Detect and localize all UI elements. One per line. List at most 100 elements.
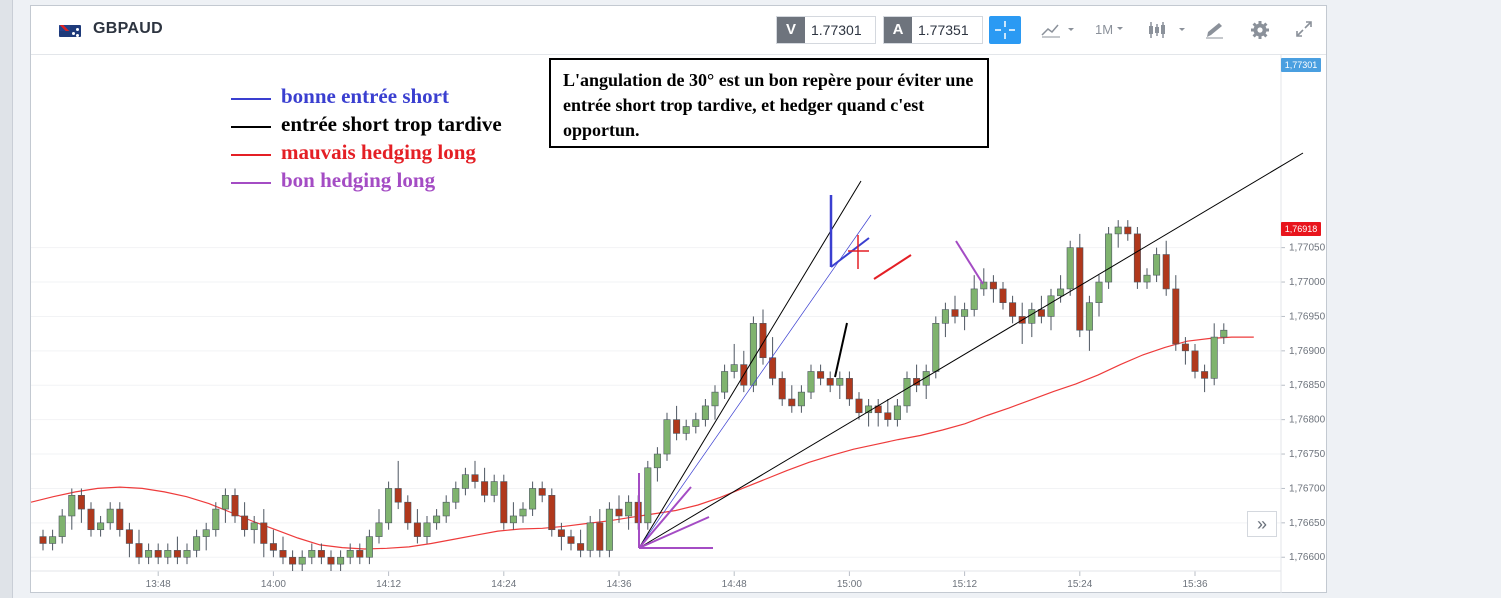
chevron-down-icon <box>1117 27 1123 30</box>
bad-hedge-long-marker <box>873 254 912 280</box>
candle <box>1124 220 1132 241</box>
timeframe-dropdown[interactable]: 1M <box>1091 20 1131 40</box>
late-short-entry-marker <box>834 322 848 378</box>
candle-body-down <box>404 501 412 524</box>
candle <box>759 309 767 365</box>
candle-body-down <box>913 378 921 386</box>
sell-price[interactable]: 1.77301 <box>811 22 862 38</box>
candle-style-button[interactable] <box>1146 20 1190 40</box>
drawn-annotations <box>638 152 1304 549</box>
candle <box>788 385 796 413</box>
hedge-30-line <box>638 516 710 549</box>
candle <box>932 316 940 379</box>
settings-button[interactable] <box>1249 20 1273 40</box>
candle <box>337 550 345 571</box>
timeframe-label[interactable]: 1M <box>1095 22 1114 37</box>
legend-label: bon hedging long <box>281 168 436 192</box>
legend-label: mauvais hedging long <box>281 140 476 164</box>
candle-body-down <box>471 474 479 482</box>
moving-average-tag: 1,76918 <box>1281 222 1321 236</box>
y-tick-label: 1,76900 <box>1289 346 1326 357</box>
candle <box>1201 364 1209 393</box>
candle <box>442 495 450 523</box>
candle-body-down <box>173 550 181 558</box>
candle-body-up <box>49 536 57 544</box>
candle <box>1153 247 1161 283</box>
candle-body-down <box>557 529 565 537</box>
y-tick-label: 1,76700 <box>1289 483 1326 494</box>
candle <box>730 343 738 379</box>
candle <box>481 467 489 503</box>
candle <box>625 495 633 530</box>
chart-type-button[interactable] <box>1039 20 1079 40</box>
candle-body-down <box>327 556 335 565</box>
candle <box>39 529 47 551</box>
candle-body-up <box>346 550 354 558</box>
sell-label[interactable]: V <box>777 17 805 43</box>
area-chart-icon <box>1041 24 1074 38</box>
candle-body-up <box>682 426 690 434</box>
gear-icon <box>1251 21 1269 39</box>
candle-body-up <box>653 453 661 469</box>
candle-body-down <box>394 488 402 503</box>
x-tick-label: 14:36 <box>606 579 631 590</box>
expand-icon <box>1296 21 1312 37</box>
candle <box>385 481 393 530</box>
candle-body-down <box>289 556 297 565</box>
sell-price-box[interactable]: V 1.77301 <box>776 16 876 44</box>
scroll-forward-button[interactable]: » <box>1247 511 1277 537</box>
candle <box>269 529 277 558</box>
candle <box>1105 227 1113 289</box>
candle-body-up <box>980 281 988 290</box>
candle <box>1172 275 1180 351</box>
candle-body-down <box>77 495 85 510</box>
crosshair-button[interactable] <box>989 16 1021 44</box>
x-tick-label: 14:24 <box>491 579 516 590</box>
candle <box>1047 288 1055 331</box>
candle <box>404 495 412 530</box>
candle-body-down <box>673 419 681 434</box>
candle-body-down <box>231 495 239 517</box>
legend-label: bonne entrée short <box>281 84 449 108</box>
candle-body-up <box>250 522 258 531</box>
candle-body-up <box>836 378 844 386</box>
candle-body-up <box>1143 274 1151 283</box>
candle-body-down <box>884 412 892 420</box>
candle-body-down <box>567 536 575 544</box>
hedge-60-line <box>638 486 692 549</box>
candle-body-up <box>586 522 594 551</box>
candle-body-up <box>1066 247 1074 290</box>
fullscreen-button[interactable] <box>1293 20 1317 40</box>
y-tick-label: 1,76600 <box>1289 552 1326 563</box>
candle <box>836 371 844 399</box>
candle <box>913 364 921 393</box>
candle-body-up <box>490 481 498 496</box>
candle-body-up <box>164 550 172 558</box>
good-hedge-long-marker <box>955 240 984 285</box>
buy-price[interactable]: 1.77351 <box>918 22 969 38</box>
candle <box>452 481 460 510</box>
candle-body-up <box>605 508 613 551</box>
candle-body-up <box>337 556 345 565</box>
candle <box>49 529 57 551</box>
candle <box>212 502 220 537</box>
candle <box>471 460 479 489</box>
buy-label[interactable]: A <box>884 17 912 43</box>
candlestick-chart[interactable]: 1,77050 1,77000 1,76950 1,76900 1,76850 1,768… <box>31 55 1326 593</box>
candle <box>817 364 825 386</box>
candle <box>356 543 364 565</box>
candle-body-down <box>1191 350 1199 372</box>
x-tick-label: 15:12 <box>952 579 977 590</box>
candle-body-down <box>1076 247 1084 331</box>
candle-body-down <box>125 529 133 544</box>
candle <box>125 522 133 558</box>
candle-body-down <box>317 550 325 558</box>
buy-price-box[interactable]: A 1.77351 <box>883 16 983 44</box>
legend-swatch <box>231 154 271 156</box>
candle-body-down <box>1181 343 1189 352</box>
candle-body-down <box>1124 226 1132 235</box>
candle <box>1210 323 1218 386</box>
candle-body-up <box>1095 281 1103 303</box>
candle <box>1095 275 1103 317</box>
drawing-tools-button[interactable] <box>1203 20 1227 40</box>
